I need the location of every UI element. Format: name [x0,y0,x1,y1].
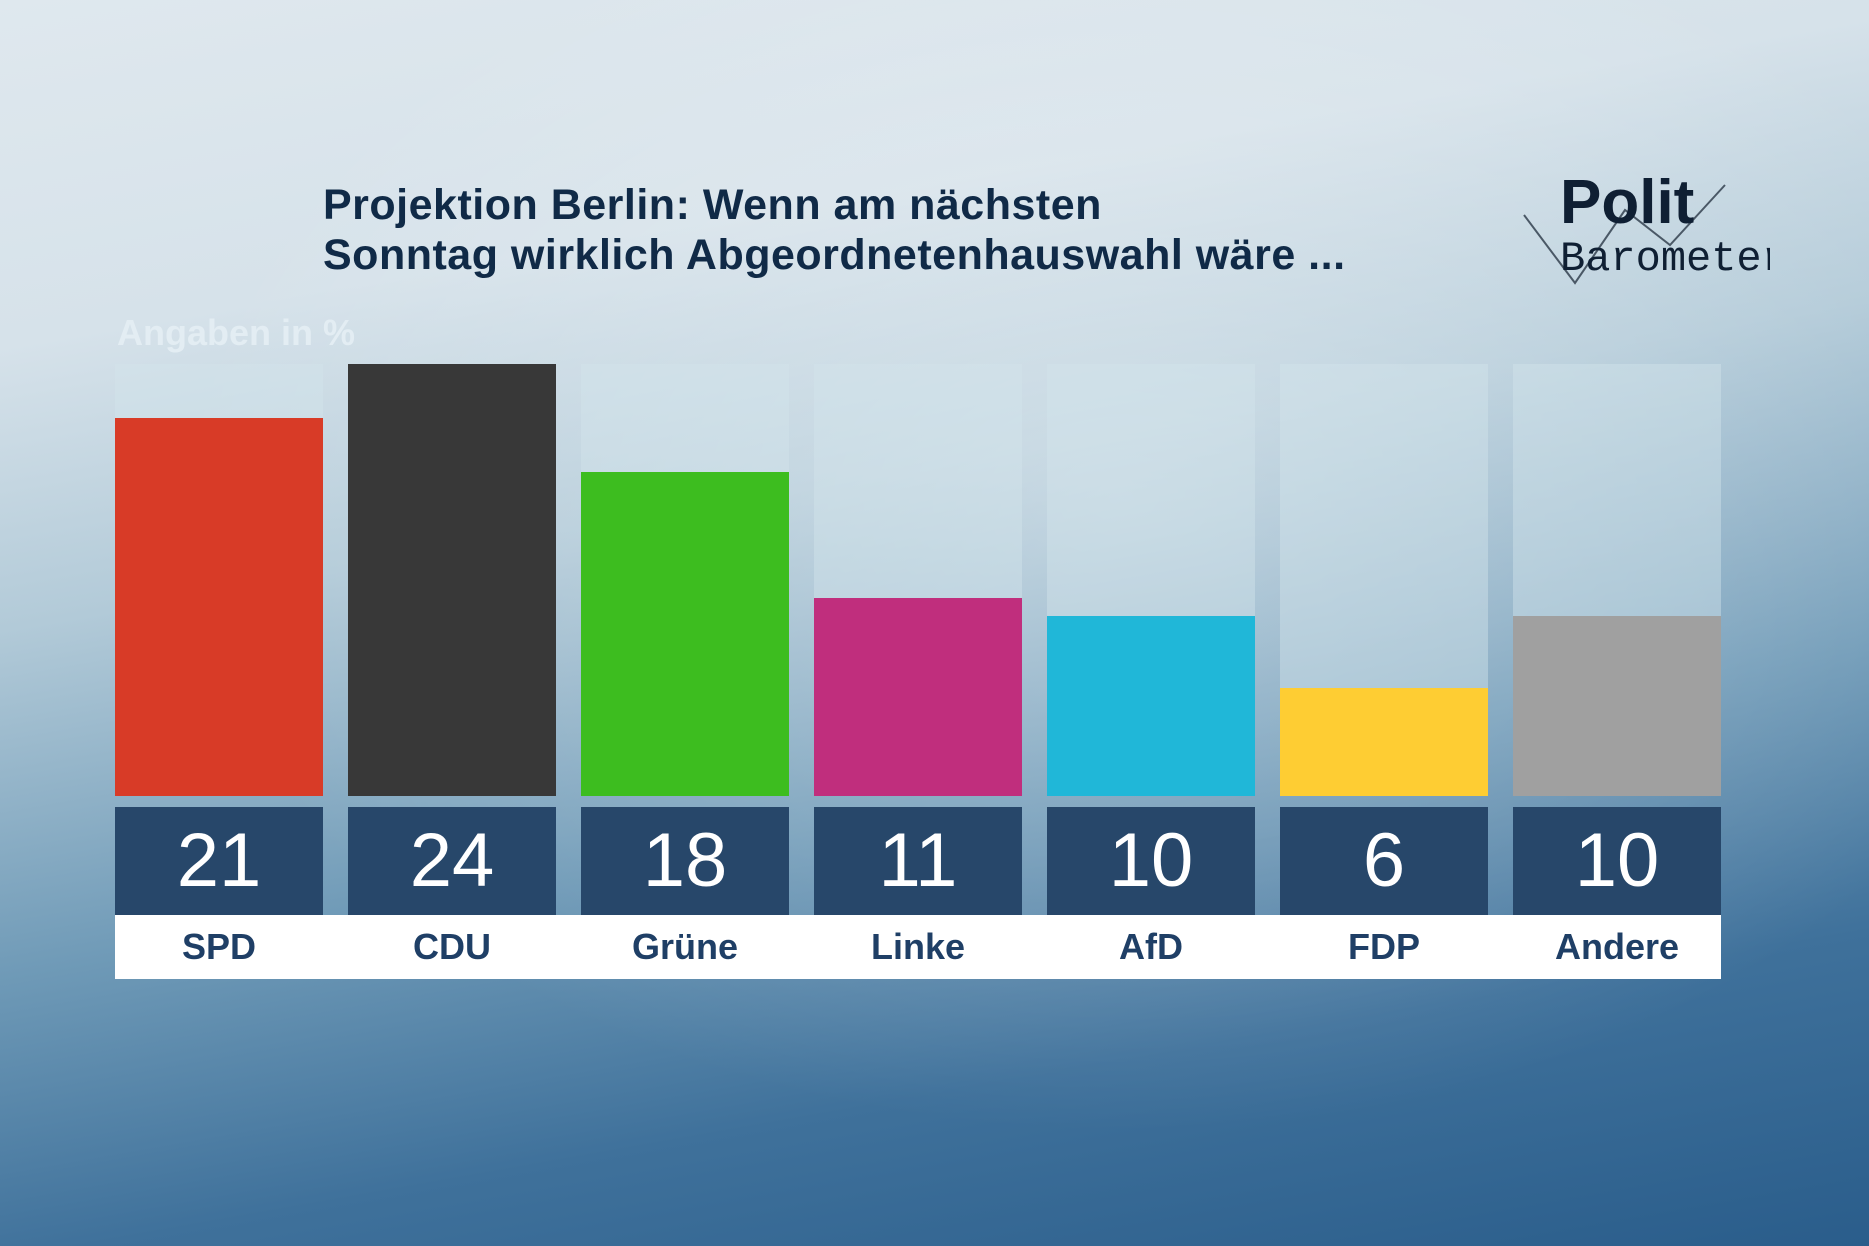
title-line-2: Sonntag wirklich Abgeordnetenhauswahl wä… [323,231,1346,279]
category-label-SPD: SPD [181,926,257,967]
value-label-Grüne: 18 [581,807,789,915]
bar-Andere [1513,616,1721,796]
politbarometer-logo: Polit Barometer [1523,168,1770,285]
bar-track-Andere [1513,364,1721,796]
category-label-Grüne: Grüne [631,926,738,967]
logo-barometer: Barometer [1560,235,1770,283]
category-label-FDP: FDP [1348,926,1420,967]
logo-polit: Polit [1560,168,1694,237]
bar-FDP [1280,688,1488,796]
category-label-AfD: AfD [1119,926,1183,967]
bar-track-AfD [1047,364,1255,796]
value-label-CDU: 24 [348,807,556,915]
bar-track-SPD [115,364,323,796]
unit-label: Angaben in % [117,312,356,353]
value-label-Andere: 10 [1513,807,1721,915]
value-label-SPD: 21 [115,807,323,915]
title-line-1: Projektion Berlin: Wenn am nächsten [323,181,1102,229]
bar-SPD [115,418,323,796]
label-row: SPD CDU Grüne Linke AfD FDP Andere [115,915,1721,979]
bar-Grüne [581,472,789,796]
category-label-Andere: Andere [1554,926,1680,967]
category-label-CDU: CDU [413,926,491,967]
chart-title: Projektion Berlin: Wenn am nächsten Sonn… [323,180,1346,280]
value-label-Linke: 11 [814,807,1022,915]
bar-AfD [1047,616,1255,796]
bar-track-Grüne [581,364,789,796]
bar-Linke [814,598,1022,796]
bar-CDU [348,364,556,796]
value-label-AfD: 10 [1047,807,1255,915]
category-label-Linke: Linke [870,926,966,967]
bar-track-Linke [814,364,1022,796]
bar-track-CDU [348,364,556,796]
value-label-FDP: 6 [1280,807,1488,915]
bar-track-FDP [1280,364,1488,796]
